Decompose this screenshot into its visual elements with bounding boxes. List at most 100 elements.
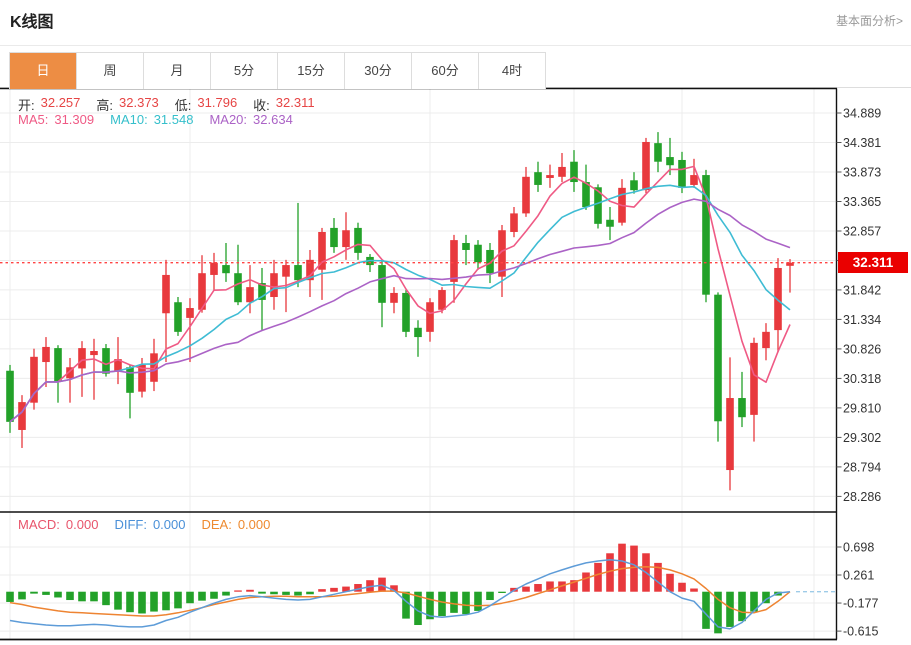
macd-bar [318, 589, 326, 592]
tab-4时[interactable]: 4时 [479, 53, 546, 89]
tab-月[interactable]: 月 [144, 53, 211, 89]
macd-bar [6, 591, 14, 602]
candle-down [714, 294, 722, 422]
svg-text:34.381: 34.381 [843, 136, 881, 150]
candle-up [78, 348, 86, 369]
tab-60分[interactable]: 60分 [412, 53, 479, 89]
macd-bar [738, 591, 746, 622]
candle-up [450, 240, 458, 282]
ohlc-row: 开: 32.257 高: 32.373 低: 31.796 收: 32.311 [18, 95, 321, 114]
ma5-line [9, 165, 791, 423]
macd-bar [198, 591, 206, 601]
open-label: 开: [18, 98, 35, 113]
ma-row: MA5: 31.309 MA10: 31.548 MA20: 32.634 [18, 112, 299, 127]
svg-text:33.365: 33.365 [843, 195, 881, 209]
macd-bar [138, 591, 146, 614]
macd-bar [762, 591, 770, 604]
macd-bar [234, 590, 242, 592]
tab-15分[interactable]: 15分 [278, 53, 345, 89]
tab-日[interactable]: 日 [10, 53, 77, 89]
candle-up [42, 346, 50, 363]
macd-bar [78, 591, 86, 602]
candle-up [438, 290, 446, 310]
candle-down [570, 161, 578, 183]
fundamental-analysis-link[interactable]: 基本面分析> [835, 14, 903, 28]
macd-bar [630, 545, 638, 592]
candle-down [354, 227, 362, 253]
candle-down [654, 143, 662, 162]
macd-row: MACD: 0.000 DIFF: 0.000 DEA: 0.000 [18, 517, 276, 532]
macd-bar [498, 591, 506, 593]
candle-down [414, 327, 422, 338]
macd-bar [678, 582, 686, 592]
diff-label: DIFF: [114, 517, 147, 532]
candle-down [702, 175, 710, 295]
macd-bar [90, 591, 98, 602]
candle-down [234, 273, 242, 303]
macd-bar [438, 591, 446, 617]
svg-text:0.261: 0.261 [843, 568, 874, 582]
svg-text:30.826: 30.826 [843, 342, 881, 356]
tab-周[interactable]: 周 [77, 53, 144, 89]
macd-bar [54, 591, 62, 598]
candle-down [534, 172, 542, 185]
macd-bar [174, 591, 182, 609]
tab-30分[interactable]: 30分 [345, 53, 412, 89]
svg-text:28.286: 28.286 [843, 490, 881, 504]
dea-line [9, 565, 791, 617]
macd-bar [522, 586, 530, 592]
macd-bar [402, 591, 410, 619]
macd-bar [258, 591, 266, 594]
candle-down [258, 283, 266, 300]
candle-up [786, 262, 794, 266]
tab-5分[interactable]: 5分 [211, 53, 278, 89]
candle-up [510, 213, 518, 232]
svg-text:32.857: 32.857 [843, 224, 881, 238]
macd-bar [654, 562, 662, 592]
candle-up [342, 230, 350, 248]
candle-up [162, 274, 170, 314]
candle-up [186, 308, 194, 318]
macd-bar [474, 591, 482, 611]
macd-bar [390, 585, 398, 592]
diff-value: 0.000 [152, 517, 186, 532]
candle-up [642, 141, 650, 191]
macd-bar [30, 591, 38, 594]
macd-bar [690, 588, 698, 592]
macd-bar [246, 589, 254, 592]
candle-down [678, 159, 686, 188]
candle-up [318, 231, 326, 270]
svg-text:34.889: 34.889 [843, 107, 881, 121]
candle-down [402, 292, 410, 332]
svg-text:-0.177: -0.177 [843, 597, 878, 611]
macd-bar [186, 591, 194, 604]
macd-bar [414, 591, 422, 626]
candle-up [90, 351, 98, 356]
macd-bar [210, 591, 218, 599]
candle-up [18, 402, 26, 430]
macd-bar [330, 587, 338, 592]
ma20-line [9, 198, 791, 423]
high-label: 高: [96, 98, 114, 113]
candle-up [762, 331, 770, 349]
macd-bar [270, 591, 278, 595]
macd-bar [114, 591, 122, 610]
candle-up [774, 267, 782, 331]
macd-bar [294, 591, 302, 596]
svg-text:28.794: 28.794 [843, 460, 881, 474]
svg-text:0.698: 0.698 [843, 541, 874, 555]
macd-bar [282, 591, 290, 595]
candle-down [378, 265, 386, 303]
ma5-value: 31.309 [54, 112, 95, 127]
open-value: 32.257 [40, 95, 81, 110]
candle-down [222, 265, 230, 274]
candle-down [54, 348, 62, 382]
macd-bar [126, 591, 134, 613]
candle-up [498, 230, 506, 277]
candle-up [426, 302, 434, 332]
candle-up [558, 166, 566, 177]
macd-bar [618, 543, 626, 592]
ma10-label: MA10: [110, 112, 148, 127]
macd-histogram [6, 543, 782, 634]
